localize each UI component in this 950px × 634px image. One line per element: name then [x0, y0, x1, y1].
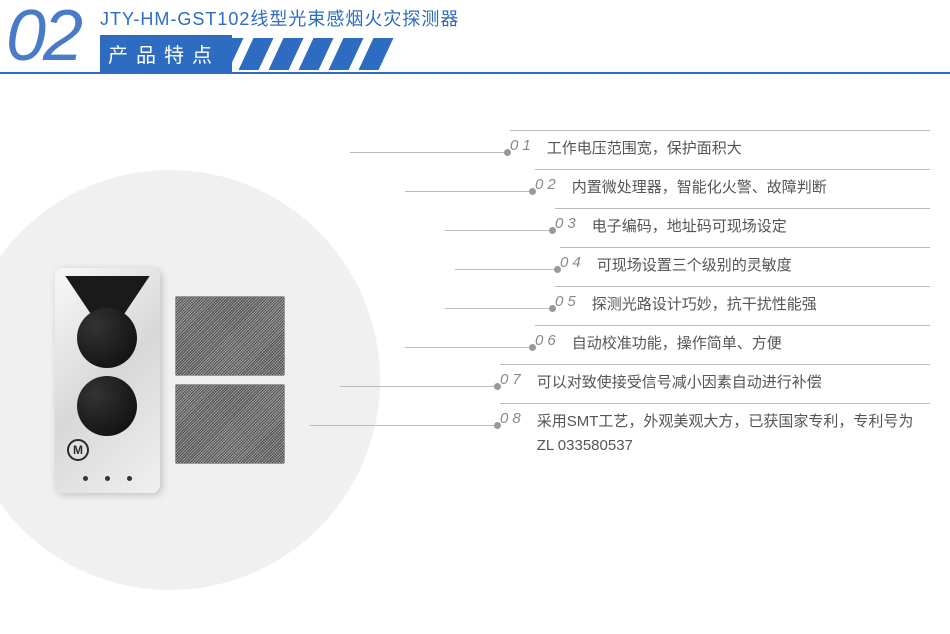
feature-item: 06 自动校准功能，操作简单、方便 — [535, 325, 930, 356]
product-title: JTY-HM-GST102线型光束感烟火灾探测器 — [100, 5, 950, 35]
stripe-bar — [239, 38, 274, 70]
feature-content: 03 电子编码，地址码可现场设定 — [555, 208, 930, 239]
feature-number: 07 — [500, 371, 525, 395]
feature-number: 02 — [535, 176, 560, 200]
stripe-bar — [269, 38, 304, 70]
indicator-dot — [83, 476, 88, 481]
detector-indicators — [75, 476, 140, 481]
feature-item: 08采用SMT工艺，外观美观大方，已获国家专利，专利号为ZL 033580537 — [500, 403, 930, 458]
indicator-dot — [105, 476, 110, 481]
feature-text: 采用SMT工艺，外观美观大方，已获国家专利，专利号为ZL 033580537 — [537, 410, 930, 458]
feature-text: 自动校准功能，操作简单、方便 — [572, 332, 782, 356]
feature-item: 05 探测光路设计巧妙，抗干扰性能强 — [555, 286, 930, 317]
header-underline — [0, 72, 950, 74]
feature-number: 06 — [535, 332, 560, 356]
feature-item: 02 内置微处理器，智能化火警、故障判断 — [535, 169, 930, 200]
stripe-decoration — [224, 38, 950, 70]
indicator-dot — [127, 476, 132, 481]
feature-text: 工作电压范围宽，保护面积大 — [547, 137, 742, 161]
feature-text: 探测光路设计巧妙，抗干扰性能强 — [592, 293, 817, 317]
feature-connector-line — [350, 152, 510, 153]
feature-text: 可现场设置三个级别的灵敏度 — [597, 254, 792, 278]
feature-content: 06 自动校准功能，操作简单、方便 — [535, 325, 930, 356]
feature-item: 07 可以对致使接受信号减小因素自动进行补偿 — [500, 364, 930, 395]
feature-dot-icon — [504, 149, 511, 156]
feature-connector-line — [445, 230, 555, 231]
feature-content: 07 可以对致使接受信号减小因素自动进行补偿 — [500, 364, 930, 395]
feature-number: 04 — [560, 254, 585, 278]
feature-dot-icon — [529, 344, 536, 351]
feature-connector-line — [445, 308, 555, 309]
feature-dot-icon — [554, 266, 561, 273]
detector-body: M — [55, 268, 160, 493]
detector-lens-lower — [77, 376, 137, 436]
stripe-bar — [329, 38, 364, 70]
feature-content: 05 探测光路设计巧妙，抗干扰性能强 — [555, 286, 930, 317]
mesh-panel-lower — [175, 384, 285, 464]
section-header: 02 JTY-HM-GST102线型光束感烟火灾探测器 产品特点 — [0, 0, 950, 85]
content-area: M 01 工作电压范围宽，保护面积大 02 内置微处理器，智能化火警、故障判断 03 电子… — [0, 85, 950, 634]
product-device: M — [55, 268, 285, 493]
feature-number: 08 — [500, 410, 525, 458]
feature-item: 03 电子编码，地址码可现场设定 — [555, 208, 930, 239]
mesh-panel-upper — [175, 296, 285, 376]
feature-content: 04 可现场设置三个级别的灵敏度 — [560, 247, 930, 278]
feature-connector-line — [405, 191, 535, 192]
feature-dot-icon — [494, 383, 501, 390]
product-image-circle: M — [0, 170, 380, 590]
feature-dot-icon — [494, 422, 501, 429]
feature-number: 05 — [555, 293, 580, 317]
feature-dot-icon — [549, 305, 556, 312]
section-number: 02 — [6, 0, 80, 77]
title-bar: JTY-HM-GST102线型光束感烟火灾探测器 产品特点 — [100, 5, 950, 75]
stripe-bar — [299, 38, 334, 70]
feature-text: 内置微处理器，智能化火警、故障判断 — [572, 176, 827, 200]
feature-content: 02 内置微处理器，智能化火警、故障判断 — [535, 169, 930, 200]
feature-dot-icon — [549, 227, 556, 234]
feature-connector-line — [405, 347, 535, 348]
feature-text: 电子编码，地址码可现场设定 — [592, 215, 787, 239]
feature-item: 04 可现场设置三个级别的灵敏度 — [560, 247, 930, 278]
subtitle-row: 产品特点 — [100, 35, 950, 72]
feature-content: 01 工作电压范围宽，保护面积大 — [510, 130, 930, 161]
mesh-panels — [175, 296, 285, 464]
stripe-bar — [359, 38, 394, 70]
feature-dot-icon — [529, 188, 536, 195]
feature-connector-line — [340, 386, 500, 387]
feature-number: 01 — [510, 137, 535, 161]
section-number-text: 02 — [6, 0, 80, 76]
feature-text: 可以对致使接受信号减小因素自动进行补偿 — [537, 371, 822, 395]
subtitle-text: 产品特点 — [100, 35, 232, 72]
feature-list: 01 工作电压范围宽，保护面积大 02 内置微处理器，智能化火警、故障判断 03 电子编码… — [510, 130, 930, 466]
feature-item: 01 工作电压范围宽，保护面积大 — [510, 130, 930, 161]
feature-number: 03 — [555, 215, 580, 239]
detector-lens-upper — [77, 308, 137, 368]
feature-connector-line — [310, 425, 500, 426]
feature-content: 08采用SMT工艺，外观美观大方，已获国家专利，专利号为ZL 033580537 — [500, 403, 930, 458]
detector-m-badge: M — [67, 439, 89, 461]
feature-connector-line — [455, 269, 560, 270]
